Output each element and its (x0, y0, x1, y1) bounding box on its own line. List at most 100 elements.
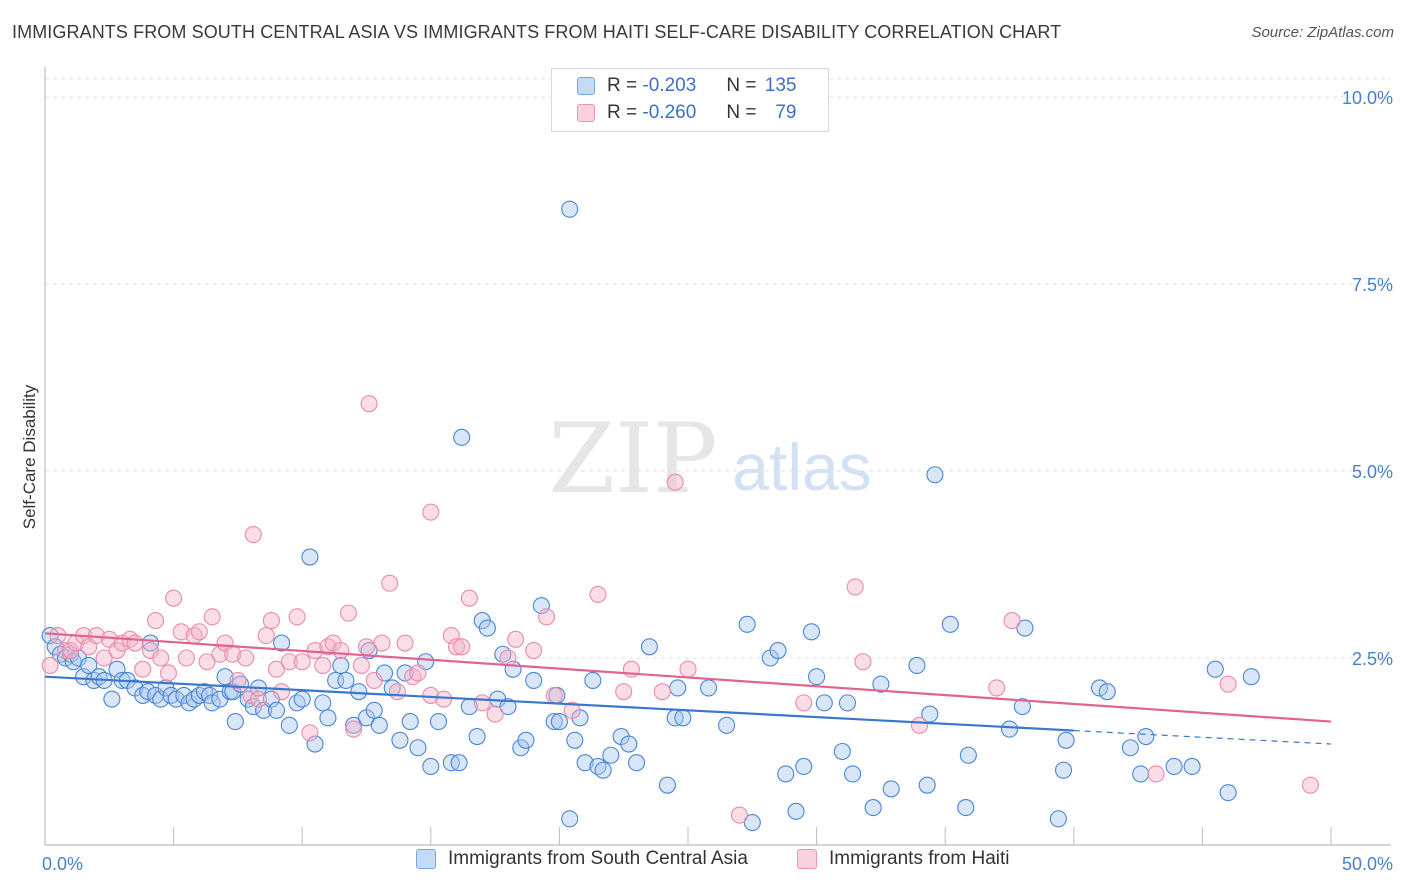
point-south-central-asia (959, 746, 977, 764)
point-haiti (177, 649, 196, 667)
point-south-central-asia (345, 716, 363, 734)
point-haiti (373, 634, 391, 652)
point-south-central-asia (453, 428, 471, 446)
point-haiti (1301, 776, 1319, 794)
point-south-central-asia (787, 802, 805, 820)
axes (44, 67, 1391, 846)
y-tick-label: 7.5% (1352, 275, 1393, 295)
point-south-central-asia (594, 761, 612, 779)
point-south-central-asia (350, 683, 368, 701)
point-haiti (152, 649, 170, 667)
point-south-central-asia (1013, 698, 1031, 716)
point-south-central-asia (926, 466, 944, 484)
point-south-central-asia (293, 690, 311, 708)
point-south-central-asia (280, 716, 298, 734)
y-tick-label: 10.0% (1342, 88, 1393, 108)
point-south-central-asia (584, 671, 602, 689)
point-south-central-asia (561, 200, 579, 218)
point-haiti (267, 660, 286, 678)
point-south-central-asia (674, 709, 692, 727)
point-south-central-asia (1049, 810, 1067, 828)
point-south-central-asia (409, 739, 427, 757)
point-south-central-asia (499, 698, 517, 716)
point-south-central-asia (1183, 757, 1201, 776)
point-south-central-asia (1121, 739, 1139, 757)
r-label: R = (607, 102, 638, 123)
source-label: Source: ZipAtlas.com (1251, 24, 1394, 41)
point-south-central-asia (1098, 683, 1116, 701)
point-south-central-asia (658, 776, 676, 794)
point-south-central-asia (314, 694, 332, 712)
watermark: ZIP atlas (548, 403, 871, 515)
point-haiti (190, 623, 208, 641)
point-haiti (545, 686, 563, 704)
n-label: N = (726, 102, 757, 123)
r-value: -0.260 (642, 102, 697, 123)
point-south-central-asia (332, 656, 350, 675)
legend-item-south-central-asia: Immigrants from South Central Asia (416, 848, 748, 870)
point-haiti (537, 608, 556, 626)
point-haiti (165, 589, 183, 607)
point-south-central-asia (882, 780, 900, 798)
point-south-central-asia (545, 713, 563, 731)
r-value: -0.203 (642, 75, 697, 96)
x-tick-label-max: 50.0% (1342, 854, 1393, 874)
point-south-central-asia (1219, 784, 1237, 802)
point-south-central-asia (1132, 765, 1150, 783)
point-south-central-asia (396, 664, 414, 682)
point-haiti (357, 638, 376, 656)
point-haiti (795, 694, 813, 712)
point-haiti (126, 634, 144, 652)
point-south-central-asia (391, 731, 409, 749)
point-south-central-asia (576, 754, 594, 772)
legend-label: Immigrants from Haiti (829, 848, 1010, 869)
legend-swatch-blue (577, 77, 595, 95)
point-south-central-asia (1054, 761, 1073, 779)
point-haiti (280, 653, 298, 671)
point-haiti (237, 649, 255, 667)
y-tick-label: 2.5% (1352, 649, 1393, 669)
point-haiti (453, 638, 471, 656)
point-haiti (473, 694, 491, 712)
point-south-central-asia (795, 757, 813, 776)
y-tick-label: 5.0% (1352, 462, 1393, 482)
point-south-central-asia (273, 634, 291, 652)
point-south-central-asia (422, 757, 440, 776)
series-legend: Immigrants from South Central Asia Immig… (0, 848, 1406, 878)
point-haiti (563, 701, 581, 719)
point-haiti (507, 630, 525, 648)
point-south-central-asia (319, 709, 337, 727)
point-south-central-asia (1057, 731, 1075, 749)
legend-label: Immigrants from South Central Asia (448, 848, 748, 869)
trend-line-south-central-asia-extension (1073, 729, 1332, 745)
point-haiti (460, 589, 478, 607)
point-south-central-asia (1242, 668, 1260, 686)
point-south-central-asia (838, 694, 857, 712)
point-south-central-asia (301, 548, 319, 566)
point-haiti (1219, 675, 1237, 693)
point-south-central-asia (628, 754, 646, 772)
chart-title: IMMIGRANTS FROM SOUTH CENTRAL ASIA VS IM… (12, 22, 1062, 42)
trend-line-haiti (44, 632, 1332, 723)
point-haiti (589, 585, 607, 603)
point-haiti (910, 716, 929, 734)
point-haiti (1003, 612, 1021, 630)
point-haiti (244, 526, 262, 544)
point-south-central-asia (941, 615, 959, 633)
n-label: N = (726, 75, 757, 96)
point-south-central-asia (918, 776, 936, 794)
point-haiti (249, 690, 268, 708)
point-south-central-asia (620, 735, 638, 753)
point-haiti (499, 649, 517, 667)
point-south-central-asia (718, 716, 736, 734)
point-haiti (730, 806, 748, 824)
point-south-central-asia (1090, 679, 1109, 697)
point-south-central-asia (802, 623, 821, 641)
point-haiti (396, 634, 414, 652)
point-haiti (273, 683, 291, 701)
point-south-central-asia (216, 668, 234, 686)
legend-swatch-pink (577, 104, 595, 122)
trend-line-south-central-asia (44, 675, 1074, 732)
point-south-central-asia (152, 690, 170, 708)
point-haiti (1147, 765, 1165, 783)
